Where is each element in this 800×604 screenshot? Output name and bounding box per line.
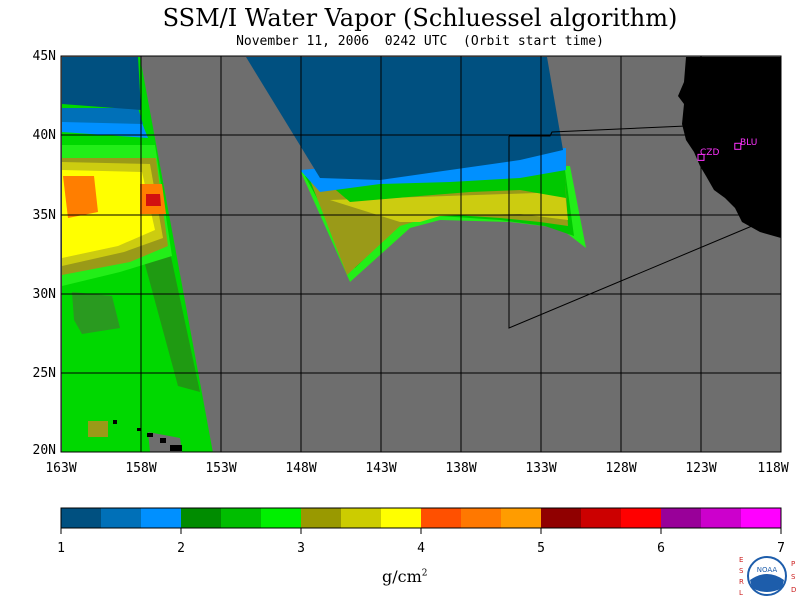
lon-label-148w: 148W [285,461,317,476]
colorbar-label-1: 1 [57,541,65,556]
colorbar-cell-8 [341,508,381,528]
noaa-logo-text: NOAA [757,566,778,574]
lon-label-123w: 123W [685,461,717,476]
colorbar-cell-13 [541,508,581,528]
map-frame [60,55,782,453]
colorbar-cell-12 [501,508,541,528]
logo-letter-s: S [739,567,744,575]
logo-letter-e: E [739,556,743,564]
logo-letter-s2: S [791,573,796,581]
logo-letter-l: L [739,589,743,597]
left-swath-dark-green-strip [140,246,200,392]
colorbar-label-4: 4 [417,541,425,556]
colorbar [61,508,781,528]
logo-letter-r: R [739,578,744,586]
colorbar-cell-15 [621,508,661,528]
flight-track [508,136,753,329]
noaa-logo: NOAA E S R L P S D [739,556,796,597]
colorbar-cell-5 [221,508,261,528]
left-swath-orange-patch [63,176,98,218]
colorbar-cell-17 [701,508,741,528]
units-base: g/cm [382,567,422,586]
middle-swath-green-band [330,172,566,202]
colorbar-label-7: 7 [777,541,785,556]
logo-letter-p: P [791,560,795,568]
colorbar-cell-2 [101,508,141,528]
lat-label-45n: 45N [32,49,56,64]
lon-label-138w: 138W [445,461,477,476]
esrl-psd-logo: NOAA E S R L P S D [734,552,800,600]
map-subtitle: November 11, 2006 0242 UTC (Orbit start … [236,34,604,49]
colorbar-cell-7 [301,508,341,528]
lat-label-20n: 20N [32,443,56,458]
left-swath-olive-patch [88,421,108,437]
station-markers [697,142,742,161]
lon-label-158w: 158W [125,461,157,476]
map-title: SSM/I Water Vapor (Schluessel algorithm) [162,4,678,32]
lon-label-163w: 163W [45,461,77,476]
left-swath-dark-green-patch [72,292,120,334]
colorbar-cell-6 [261,508,301,528]
station-label-blu: BLU [740,138,758,148]
colorbar-cell-16 [661,508,701,528]
hawaiian-islands [113,420,182,451]
colorbar-label-3: 3 [297,541,305,556]
lon-label-143w: 143W [365,461,397,476]
units-exponent: 2 [421,568,428,579]
colorbar-cell-10 [421,508,461,528]
lat-label-40n: 40N [32,128,56,143]
colorbar-cell-18 [741,508,781,528]
left-swath-mid-blue [62,108,143,124]
station-marker-blu [734,142,742,150]
lon-label-128w: 128W [605,461,637,476]
left-swath-red-patch [146,194,161,206]
lat-label-25n: 25N [32,366,56,381]
colorbar-label-2: 2 [177,541,185,556]
station-label-czd: CZD [700,148,720,158]
left-swath-dark-blue [62,57,141,110]
lat-label-35n: 35N [32,208,56,223]
flight-track-north [509,125,687,137]
lat-label-30n: 30N [32,287,56,302]
colorbar-label-6: 6 [657,541,665,556]
station-marker-czd [697,153,705,161]
colorbar-cell-3 [141,508,181,528]
colorbar-cell-14 [581,508,621,528]
colorbar-cell-9 [381,508,421,528]
colorbar-label-5: 5 [537,541,545,556]
middle-swath-dark-blue [246,57,563,180]
lon-label-133w: 133W [525,461,557,476]
colorbar-cell-11 [461,508,501,528]
colorbar-cell-4 [181,508,221,528]
lon-label-118w: 118W [757,461,789,476]
colorbar-ticks [60,528,782,534]
logo-letter-d: D [791,586,796,594]
lon-label-153w: 153W [205,461,237,476]
colorbar-units: g/cm2 [382,567,428,586]
land-california [678,57,781,238]
colorbar-cell-1 [61,508,101,528]
